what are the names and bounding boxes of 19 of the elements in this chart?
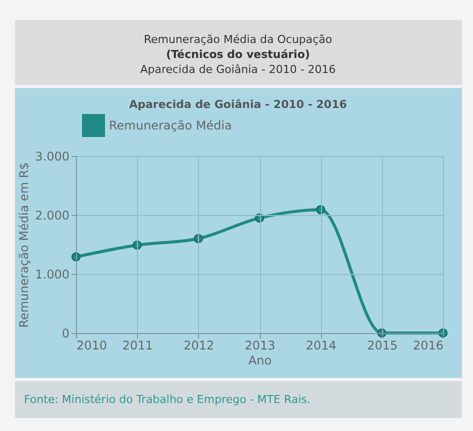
x-tick-label: 2010 — [76, 338, 108, 352]
source-note: Fonte: Ministério do Trabalho e Emprego - MTE Rais. — [24, 393, 310, 406]
y-axis-title: Remuneração Média em R$ — [17, 162, 32, 328]
x-tick-label: 2015 — [367, 338, 398, 352]
y-tick-label: 0 — [62, 326, 70, 340]
text: (Técnicos do vestuário) — [166, 48, 310, 61]
legend-label: Remuneração Média — [109, 118, 232, 132]
x-tick-label: 2016 — [412, 338, 444, 352]
text: Aparecida de Goiânia - 2010 - 2016 — [140, 63, 336, 76]
x-tick-label: 2013 — [244, 338, 276, 352]
x-tick-label: 2011 — [122, 338, 153, 352]
chart-title: Aparecida de Goiânia - 2010 - 2016 — [129, 98, 348, 111]
x-tick-label: 2012 — [184, 338, 214, 352]
x-axis-title: Ano — [248, 354, 272, 368]
y-tick-label: 1.000 — [35, 268, 70, 282]
text: Remuneração Média da Ocupação — [144, 33, 332, 46]
y-tick-label: 2.000 — [35, 208, 70, 222]
y-tick-label: 3.000 — [35, 150, 70, 164]
x-tick-label: 2014 — [306, 338, 336, 352]
